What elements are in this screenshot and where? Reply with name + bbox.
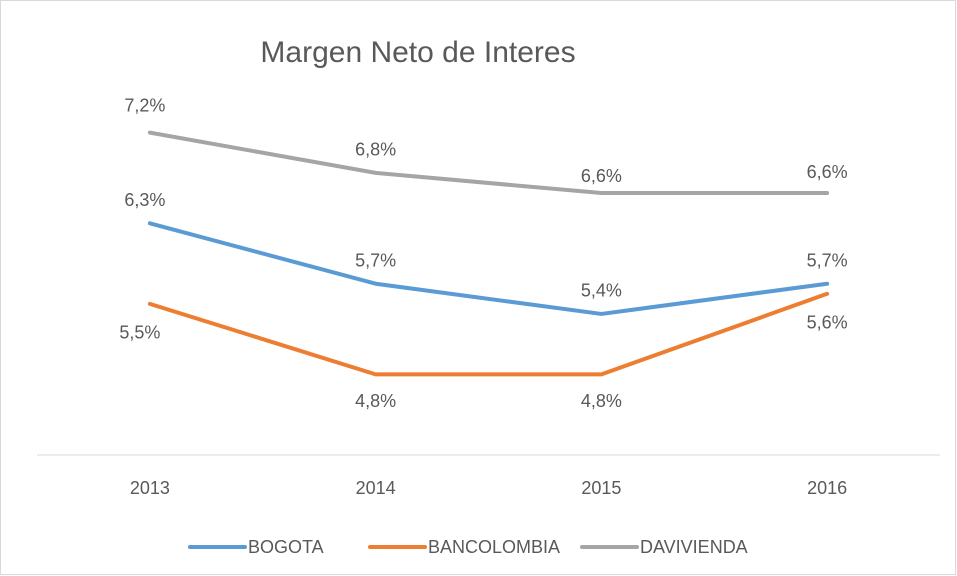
x-tick-label: 2015 — [581, 478, 621, 498]
data-label: 7,2% — [124, 95, 165, 115]
legend-label: BOGOTA — [248, 537, 324, 557]
line-series — [147, 130, 830, 196]
data-label: 5,5% — [119, 323, 160, 343]
data-label: 6,3% — [124, 190, 165, 210]
data-label: 5,7% — [355, 250, 396, 270]
data-label: 4,8% — [355, 391, 396, 411]
data-label: 6,6% — [581, 166, 622, 186]
data-label: 6,8% — [355, 140, 396, 160]
legend-label: BANCOLOMBIA — [428, 537, 560, 557]
legend-label: DAVIVIENDA — [640, 537, 748, 557]
data-label: 5,4% — [581, 281, 622, 301]
data-label: 6,6% — [807, 162, 848, 182]
line-series — [147, 291, 830, 377]
chart-title: Margen Neto de Interes — [260, 36, 575, 69]
data-label: 5,6% — [807, 313, 848, 333]
x-tick-label: 2016 — [807, 478, 847, 498]
data-label: 4,8% — [581, 391, 622, 411]
x-tick-label: 2013 — [130, 478, 170, 498]
x-tick-label: 2014 — [356, 478, 396, 498]
line-series — [147, 221, 830, 316]
data-label: 5,7% — [807, 250, 848, 270]
